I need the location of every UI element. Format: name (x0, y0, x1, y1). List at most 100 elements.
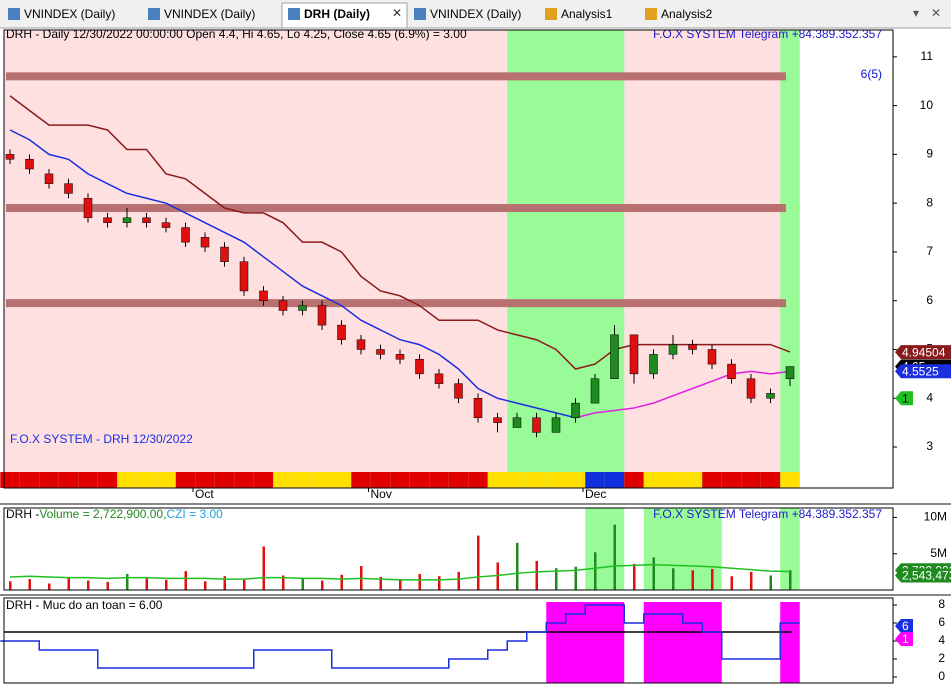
candle-body (278, 300, 288, 311)
volume-bar (672, 568, 675, 590)
y-tick-label: 3 (926, 439, 933, 453)
close-button[interactable]: ✕ (931, 6, 941, 20)
trend-segment (253, 472, 274, 488)
candle-body (337, 324, 346, 340)
safety-line (0, 604, 800, 669)
candle-body (610, 334, 619, 379)
candle-body (298, 305, 307, 311)
trend-segment (136, 472, 157, 488)
value-tag-bg (895, 568, 951, 583)
tab-label[interactable]: Analysis1 (561, 7, 613, 21)
candle-body (590, 378, 600, 404)
highlight-zone (643, 508, 722, 590)
trend-segment (643, 472, 664, 488)
resistance-band (6, 204, 786, 213)
candle-body (551, 417, 561, 433)
volume-bar (457, 571, 460, 590)
x-tick-label: Dec (585, 487, 606, 501)
volume-bar (535, 560, 538, 590)
menu-arrow[interactable]: ▾ (913, 6, 919, 20)
candle-body (25, 159, 34, 170)
candle-body (220, 246, 229, 262)
y-tick-label: 4 (938, 633, 945, 647)
tab-icon (645, 8, 657, 20)
volume-bar (594, 552, 597, 590)
trend-segment (585, 472, 605, 488)
candle-body (746, 378, 756, 399)
volume-bar (204, 581, 207, 590)
trend-segment (273, 472, 293, 488)
y-tick-label: 8 (926, 195, 933, 209)
tab-icon (545, 8, 557, 20)
candle-body (5, 154, 15, 160)
candle-body (512, 417, 522, 428)
candle-body (415, 358, 424, 375)
trend-segment (390, 472, 410, 488)
y-tick-label: 8 (938, 597, 945, 611)
indicator-line (575, 370, 791, 419)
volume-bar (87, 580, 90, 590)
candle-body (766, 393, 775, 399)
trend-segment (292, 472, 313, 488)
volume-bar (340, 574, 343, 590)
volume-bar (418, 574, 421, 590)
value-tag-bg (895, 345, 951, 360)
y-tick-label: 6 (926, 293, 933, 307)
candle-body (317, 305, 327, 326)
y-tick-label: 0 (938, 669, 945, 683)
trend-segment (370, 472, 391, 488)
highlight-zone (780, 602, 800, 683)
tab-close[interactable]: ✕ (392, 6, 402, 20)
candle-body (239, 261, 249, 292)
trend-segment (760, 472, 781, 488)
volume-bar (223, 576, 226, 590)
pane-border (3, 507, 894, 591)
candle-body (532, 417, 541, 433)
tab-icon (148, 8, 160, 20)
tab-label[interactable]: DRH (Daily) (304, 7, 370, 21)
active-tab[interactable] (281, 2, 408, 29)
tab-label[interactable]: VNINDEX (Daily) (24, 7, 115, 21)
chart-header: DRH - Daily 12/30/2022 00:00:00 Open 4.4… (6, 27, 467, 41)
tab-label[interactable]: Analysis2 (661, 7, 713, 21)
candle-body (181, 227, 190, 243)
x-tick-label: Nov (371, 487, 392, 501)
trend-segment (663, 472, 683, 488)
volume-bar (574, 566, 577, 590)
candle-body (473, 398, 483, 419)
volume-bar (711, 568, 714, 590)
trend-segment (429, 472, 449, 488)
candle-body (122, 217, 132, 223)
trend-segment (0, 472, 20, 488)
y-tick-label: 11 (921, 49, 934, 63)
volume-bar (633, 563, 636, 590)
chart-header: Volume = 2,722,900.00, (39, 507, 166, 521)
volume-bar (243, 579, 246, 590)
volume-bar (301, 577, 304, 590)
y-tick-label: 10M (924, 510, 947, 524)
trend-segment (780, 472, 800, 488)
highlight-zone (585, 508, 625, 590)
right-title: F.O.X SYSTEM Telegram +84.389.352.357 (653, 507, 882, 521)
trend-segment (234, 472, 254, 488)
chart-header: DRH - (6, 507, 39, 521)
value-tag: 1 (902, 632, 909, 646)
trend-segment (351, 472, 371, 488)
trend-segment (526, 472, 547, 488)
trend-segment (97, 472, 118, 488)
y-tick-label: 5M (930, 546, 947, 560)
volume-bar (613, 524, 616, 590)
trend-segment (39, 472, 59, 488)
volume-bar (321, 580, 324, 590)
tab-label[interactable]: VNINDEX (Daily) (430, 7, 521, 21)
watermark: F.O.X SYSTEM - DRH 12/30/2022 (10, 432, 193, 446)
tab-label[interactable]: VNINDEX (Daily) (164, 7, 255, 21)
candle-body (493, 417, 502, 423)
volume-bar (477, 535, 480, 590)
value-tag: 4.94504 (902, 345, 946, 359)
tab-icon (8, 8, 20, 20)
value-tag-bg (895, 619, 913, 633)
value-tag-bg (895, 391, 913, 406)
highlight-zone (780, 508, 800, 590)
